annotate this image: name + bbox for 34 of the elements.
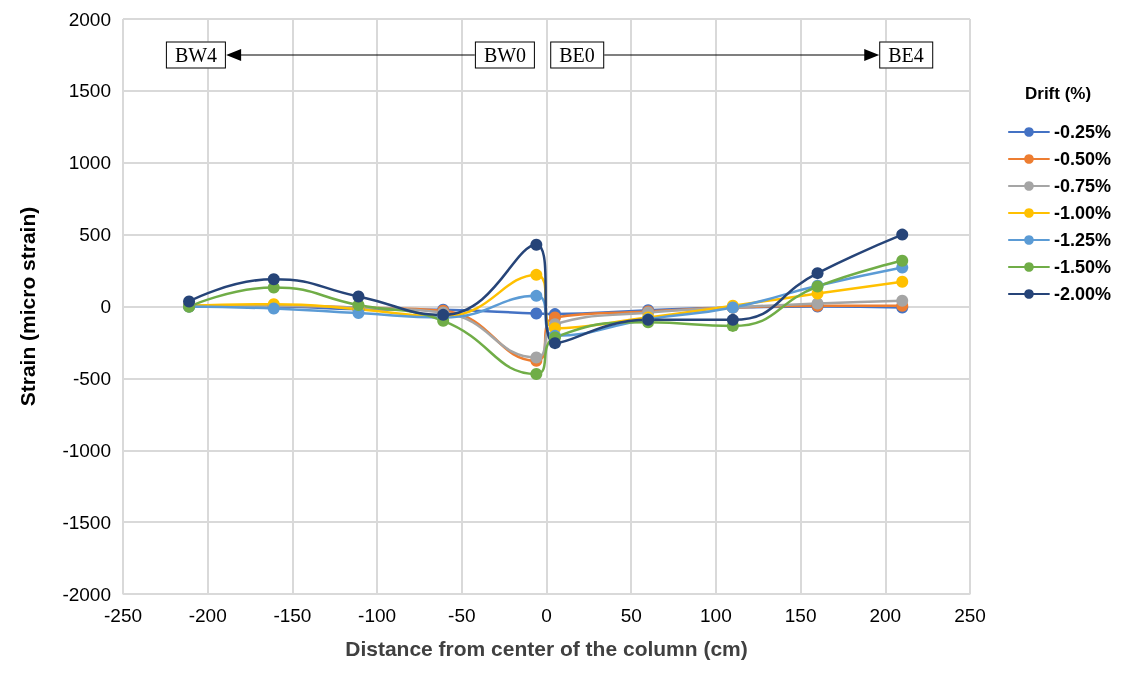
y-tick-label: -500 <box>72 367 111 389</box>
legend-label: -1.25% <box>1053 230 1112 250</box>
x-tick-label: -100 <box>358 605 397 626</box>
annotation: BE0 <box>550 41 604 69</box>
x-tick-label: -250 <box>103 605 143 626</box>
x-axis-title: Distance from center of the column (cm) <box>345 637 748 660</box>
legend-label: -1.00% <box>1053 203 1112 223</box>
legend-label: -0.50% <box>1053 149 1112 169</box>
x-tick-label: 150 <box>784 605 817 626</box>
x-tick-label: -150 <box>273 605 312 626</box>
legend-label: -0.75% <box>1053 176 1112 196</box>
y-tick-label: 1500 <box>68 80 111 102</box>
x-tick-label: 50 <box>620 605 642 626</box>
x-tick-label: 0 <box>541 605 552 626</box>
annotation: BW4 <box>165 41 227 69</box>
y-tick-label: 0 <box>100 296 111 317</box>
y-tick-label: 1000 <box>68 152 111 174</box>
y-tick-label: -1000 <box>62 439 111 461</box>
legend-label: -2.00% <box>1053 284 1112 304</box>
y-tick-label: 2000 <box>68 8 111 30</box>
annotation: BE4 <box>879 41 933 69</box>
x-tick-label: -50 <box>448 605 476 626</box>
y-tick-label: -2000 <box>62 583 111 605</box>
legend-label: -0.25% <box>1053 122 1112 142</box>
y-axis-title: Strain (micro strain) <box>16 206 39 407</box>
y-tick-label: -1500 <box>62 511 111 533</box>
legend-title: Drift (%) <box>1025 84 1092 104</box>
x-tick-label: 100 <box>700 605 732 626</box>
legend-label: -1.50% <box>1053 257 1112 277</box>
annotation: BW0 <box>474 41 536 69</box>
x-tick-label: -200 <box>188 605 227 626</box>
y-tick-label: 500 <box>79 224 111 246</box>
x-tick-label: 250 <box>954 605 986 626</box>
x-tick-label: 200 <box>869 605 902 626</box>
